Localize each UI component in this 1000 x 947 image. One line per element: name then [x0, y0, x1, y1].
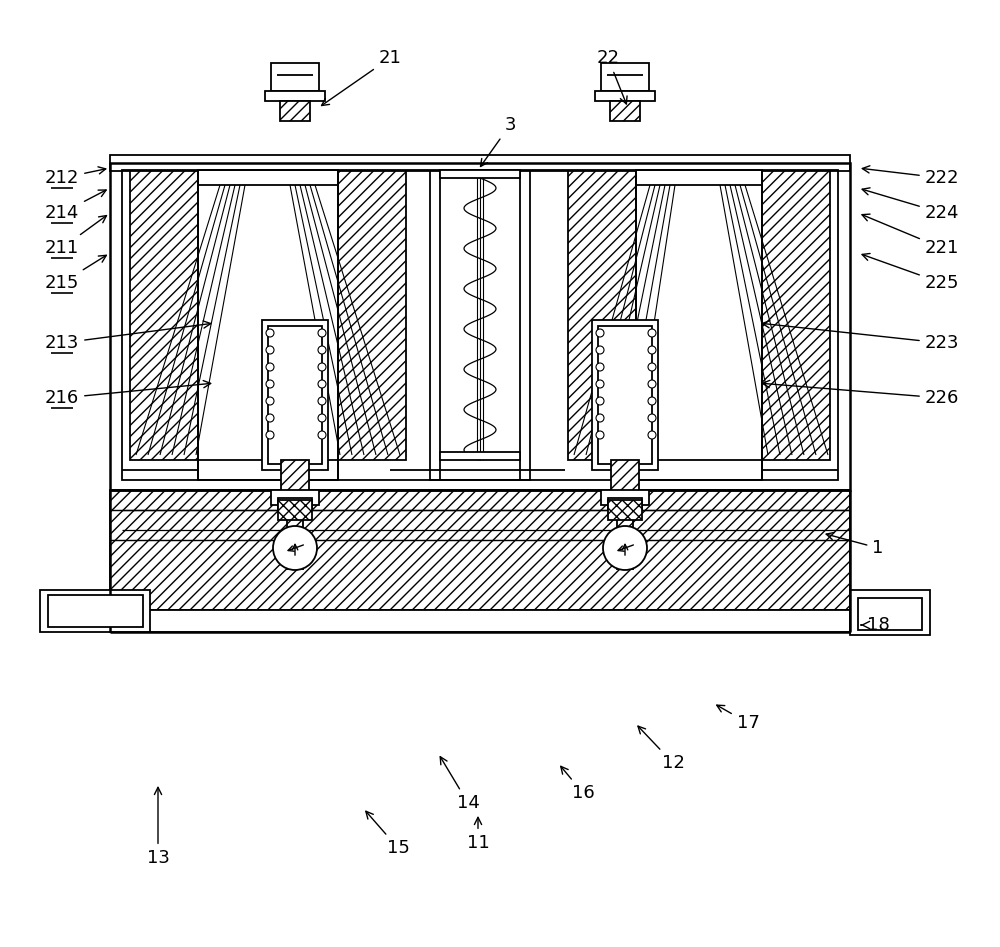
Text: 16: 16 — [561, 766, 594, 802]
Text: 13: 13 — [147, 787, 169, 867]
Circle shape — [648, 363, 656, 371]
Bar — [440, 452, 520, 460]
Circle shape — [596, 397, 604, 405]
Circle shape — [648, 397, 656, 405]
Circle shape — [318, 346, 326, 354]
Bar — [262, 320, 328, 470]
Circle shape — [648, 346, 656, 354]
Bar — [850, 590, 930, 635]
Bar — [568, 170, 636, 460]
Text: 15: 15 — [366, 812, 409, 857]
Bar — [611, 460, 639, 500]
Text: 22: 22 — [596, 49, 627, 104]
Bar — [110, 490, 850, 610]
Bar — [122, 170, 838, 480]
Bar — [130, 170, 198, 460]
Bar — [265, 91, 325, 101]
Text: 222: 222 — [862, 166, 959, 187]
Bar — [338, 170, 406, 460]
Bar — [40, 590, 150, 632]
Text: 12: 12 — [638, 726, 684, 772]
Circle shape — [266, 431, 274, 439]
Bar — [608, 498, 642, 510]
Bar — [610, 101, 640, 121]
Text: 11: 11 — [467, 817, 489, 852]
Bar — [268, 326, 322, 464]
Bar — [280, 101, 310, 121]
Bar — [271, 490, 319, 505]
Text: 213: 213 — [45, 321, 211, 352]
Bar — [278, 498, 312, 510]
Bar — [110, 163, 850, 490]
Circle shape — [266, 380, 274, 388]
Text: 223: 223 — [762, 321, 959, 352]
Bar — [608, 500, 642, 520]
Text: 215: 215 — [45, 256, 106, 292]
Text: 14: 14 — [440, 757, 479, 812]
Text: 224: 224 — [862, 188, 959, 222]
Circle shape — [318, 431, 326, 439]
Circle shape — [596, 363, 604, 371]
Text: 17: 17 — [717, 706, 759, 732]
Circle shape — [266, 346, 274, 354]
Text: 3: 3 — [481, 116, 516, 167]
Bar — [858, 598, 922, 630]
Text: 211: 211 — [45, 216, 107, 257]
Text: 225: 225 — [862, 254, 959, 292]
Text: 212: 212 — [45, 167, 106, 187]
Text: 221: 221 — [862, 214, 959, 257]
Circle shape — [648, 380, 656, 388]
Bar — [271, 63, 319, 91]
Bar — [592, 320, 658, 470]
Bar — [598, 326, 652, 464]
Bar — [430, 170, 530, 480]
Circle shape — [596, 414, 604, 422]
Circle shape — [596, 329, 604, 337]
Circle shape — [318, 363, 326, 371]
Bar — [48, 595, 143, 627]
Text: 216: 216 — [45, 381, 211, 407]
Circle shape — [318, 329, 326, 337]
Text: 226: 226 — [762, 381, 959, 407]
Circle shape — [266, 397, 274, 405]
Bar — [198, 170, 338, 185]
Text: 1: 1 — [826, 532, 884, 557]
Bar — [601, 63, 649, 91]
Bar — [198, 460, 338, 480]
Circle shape — [648, 329, 656, 337]
Circle shape — [318, 414, 326, 422]
Bar — [110, 610, 850, 632]
Text: 21: 21 — [322, 49, 401, 105]
Bar — [636, 170, 762, 185]
Circle shape — [273, 526, 317, 570]
Circle shape — [596, 346, 604, 354]
Text: 214: 214 — [45, 190, 106, 222]
Bar — [595, 91, 655, 101]
Text: 18: 18 — [861, 616, 889, 634]
Circle shape — [318, 397, 326, 405]
Bar — [278, 500, 312, 520]
Circle shape — [603, 526, 647, 570]
Bar — [762, 170, 830, 460]
Bar — [601, 490, 649, 505]
Circle shape — [648, 414, 656, 422]
Circle shape — [266, 329, 274, 337]
Bar — [281, 460, 309, 500]
Bar — [440, 170, 520, 178]
Circle shape — [596, 431, 604, 439]
Bar — [636, 460, 762, 480]
Bar — [110, 155, 850, 171]
Circle shape — [318, 380, 326, 388]
Circle shape — [266, 414, 274, 422]
Circle shape — [596, 380, 604, 388]
Circle shape — [648, 431, 656, 439]
Circle shape — [266, 363, 274, 371]
